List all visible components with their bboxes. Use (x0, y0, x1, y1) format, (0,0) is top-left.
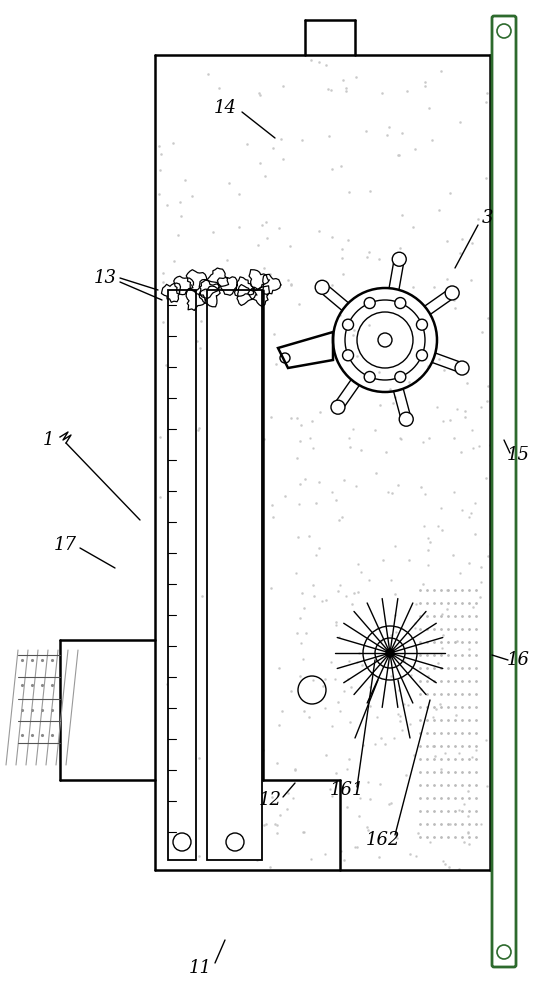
Circle shape (445, 286, 459, 300)
Circle shape (343, 319, 353, 330)
Circle shape (343, 350, 353, 361)
Circle shape (378, 333, 392, 347)
Circle shape (364, 371, 375, 382)
Text: 161: 161 (330, 781, 364, 799)
Text: 1: 1 (43, 431, 54, 449)
Circle shape (399, 412, 413, 426)
Text: 162: 162 (366, 831, 400, 849)
Circle shape (395, 371, 406, 382)
Bar (207, 290, 262, 860)
Text: 13: 13 (93, 269, 116, 287)
FancyBboxPatch shape (492, 16, 516, 967)
Circle shape (364, 298, 375, 309)
Text: 15: 15 (507, 446, 529, 464)
Circle shape (395, 298, 406, 309)
Circle shape (386, 649, 394, 657)
Text: 12: 12 (258, 791, 282, 809)
Text: 16: 16 (507, 651, 529, 669)
Bar (168, 290, 196, 860)
Text: 14: 14 (214, 99, 236, 117)
Circle shape (416, 319, 427, 330)
Polygon shape (278, 332, 333, 368)
Circle shape (455, 361, 469, 375)
Text: 3: 3 (482, 209, 493, 227)
Circle shape (315, 280, 329, 294)
Text: 17: 17 (54, 536, 77, 554)
Circle shape (416, 350, 427, 361)
Text: 11: 11 (188, 959, 211, 977)
Circle shape (331, 400, 345, 414)
Circle shape (392, 252, 406, 266)
